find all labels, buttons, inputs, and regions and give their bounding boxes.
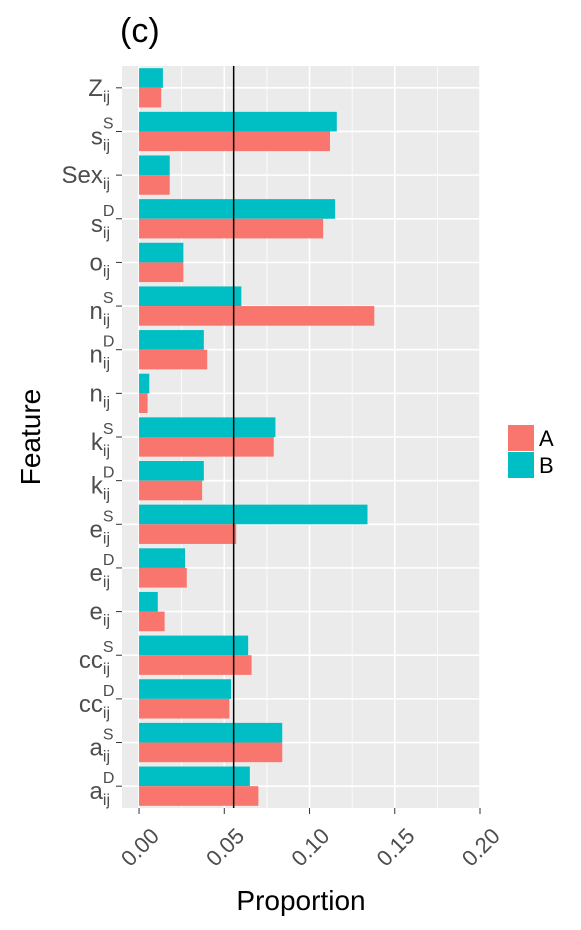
y-tick-label: nij	[90, 298, 110, 329]
bar-B	[139, 591, 158, 612]
bar-A	[139, 349, 208, 370]
bar-A	[139, 131, 330, 152]
y-tick-label-superscript: D	[103, 770, 115, 787]
y-axis-title: Feature	[15, 389, 46, 486]
bar-A	[139, 437, 274, 457]
legend: AB	[508, 425, 554, 478]
y-tick-label: eij	[90, 516, 110, 547]
y-tick-label-superscript: S	[103, 727, 114, 744]
bar-B	[139, 330, 204, 350]
bar-A	[139, 480, 203, 501]
x-tick-label: 0.00	[116, 823, 164, 871]
y-tick-label: oij	[90, 249, 110, 280]
bar-B	[139, 548, 186, 568]
x-axis-title: Proportion	[236, 885, 365, 916]
legend-label-A: A	[539, 426, 554, 451]
bar-A	[139, 742, 283, 763]
y-tick-label: eij	[90, 599, 110, 630]
bar-A	[139, 306, 375, 326]
bar-B	[139, 635, 249, 656]
x-tick-label: 0.10	[286, 823, 334, 871]
y-tick-label: Zij	[88, 75, 110, 106]
bar-A	[139, 262, 184, 283]
y-tick-label: Sexij	[62, 162, 110, 193]
y-tick-label: nij	[90, 380, 110, 411]
x-tick-label: 0.05	[201, 823, 249, 871]
bar-B	[139, 68, 163, 88]
panel-title: (c)	[120, 12, 160, 50]
bar-A	[139, 524, 237, 544]
legend-key-B	[508, 452, 534, 478]
y-tick-label-superscript: S	[103, 290, 114, 307]
bar-A	[139, 393, 148, 413]
bar-B	[139, 242, 184, 263]
y-tick-label: ccij	[79, 647, 110, 678]
y-tick-label-superscript: D	[103, 552, 115, 569]
bar-B	[139, 461, 204, 481]
y-tick-label-superscript: S	[103, 639, 114, 656]
y-tick-label: ccij	[79, 691, 110, 722]
y-tick-label-superscript: D	[103, 465, 115, 482]
y-tick-label: sij	[91, 123, 110, 154]
y-tick-label: aij	[90, 735, 110, 766]
bar-A	[139, 218, 324, 239]
y-tick-label-superscript: S	[103, 115, 114, 132]
bar-B	[139, 199, 336, 219]
bar-A	[139, 698, 230, 719]
bar-A	[139, 567, 187, 588]
x-axis: 0.00 0.05 0.10 0.15 0.20	[116, 808, 505, 871]
bar-B	[139, 417, 276, 437]
bar-A	[139, 786, 259, 806]
x-tick-label: 0.15	[372, 823, 420, 871]
bar-B	[139, 155, 170, 176]
bar-B	[139, 504, 368, 525]
y-axis: ZijsijSSexijsijDoijnijSnijDnijkijSkijDei…	[62, 75, 122, 809]
bar-B	[139, 286, 242, 307]
y-tick-label: sij	[91, 211, 110, 242]
bar-B	[139, 722, 283, 743]
y-tick-label-superscript: S	[103, 508, 114, 525]
legend-key-A	[508, 425, 534, 451]
y-tick-label-superscript: D	[103, 203, 115, 220]
bar-B	[139, 679, 232, 699]
y-tick-label: kij	[91, 473, 110, 504]
bar-A	[139, 655, 252, 675]
y-tick-label: kij	[91, 429, 110, 460]
y-tick-label-superscript: D	[103, 334, 115, 351]
y-tick-label: nij	[90, 342, 110, 373]
x-tick-label: 0.20	[457, 823, 505, 871]
bar-B	[139, 111, 337, 132]
bar-A	[139, 175, 170, 195]
bar-B	[139, 373, 150, 394]
legend-label-B: B	[539, 453, 554, 478]
y-tick-label: eij	[90, 560, 110, 591]
y-tick-label: aij	[90, 778, 110, 809]
bar-group	[139, 68, 375, 806]
bar-B	[139, 766, 250, 787]
y-tick-label-superscript: S	[103, 421, 114, 438]
bar-A	[139, 87, 162, 108]
y-tick-label-superscript: D	[103, 683, 115, 700]
bar-A	[139, 611, 165, 632]
